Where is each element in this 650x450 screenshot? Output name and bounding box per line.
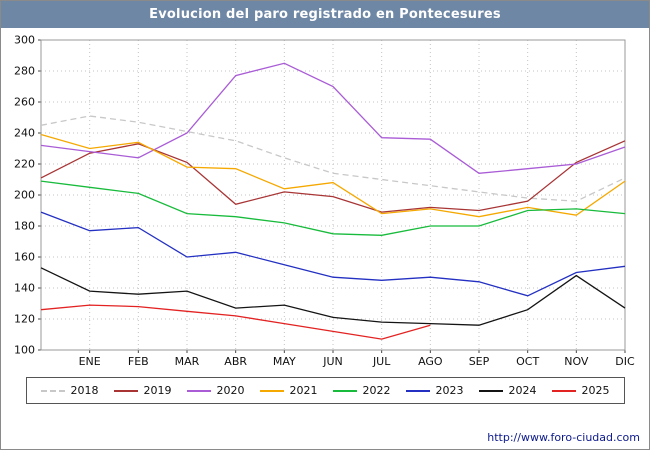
legend-item-2018: 2018 [40, 384, 99, 397]
legend-swatch-2020 [186, 389, 211, 392]
legend-item-2025: 2025 [551, 384, 610, 397]
x-tick-label: ENE [79, 355, 101, 368]
legend: 2018 2019 2020 2021 2022 2023 2024 2025 [25, 377, 625, 404]
legend-swatch-2022 [332, 389, 357, 392]
x-tick-label: NOV [564, 355, 589, 368]
y-tick-label: 100 [14, 344, 35, 357]
x-tick-label: SEP [469, 355, 490, 368]
y-tick-label: 160 [14, 251, 35, 264]
legend-item-2022: 2022 [332, 384, 391, 397]
x-tick-label: OCT [516, 355, 539, 368]
line-chart-svg: 100 120 140 160 180 200 220 240 260 280 300 ENE FEB M… [14, 34, 635, 369]
series-line-2018 [40, 115, 626, 202]
legend-swatch-2025 [551, 389, 576, 392]
series-line-2022 [40, 180, 626, 236]
chart-title-bar: Evolucion del paro registrado en Pontece… [1, 1, 649, 28]
legend-item-2021: 2021 [259, 384, 318, 397]
legend-item-2020: 2020 [186, 384, 245, 397]
chart-area: 100 120 140 160 180 200 220 240 260 280 300 ENE FEB M… [1, 28, 649, 374]
legend-item-2024: 2024 [478, 384, 537, 397]
y-tick-label: 220 [14, 158, 35, 171]
y-tick-label: 300 [14, 34, 35, 47]
series-line-2023 [40, 211, 626, 297]
y-tick-label: 280 [14, 65, 35, 78]
y-tick-label: 260 [14, 96, 35, 109]
legend-swatch-2019 [113, 389, 138, 392]
x-tick-label: JUN [322, 355, 343, 368]
legend-swatch-2023 [405, 389, 430, 392]
series-line-2021 [40, 133, 626, 218]
legend-swatch-2021 [259, 389, 284, 392]
y-tick-label: 200 [14, 189, 35, 202]
legend-label: 2025 [581, 384, 610, 397]
series-line-2024 [40, 267, 626, 326]
foro-ciudad-link[interactable]: http://www.foro-ciudad.com [487, 431, 640, 444]
legend-label: 2020 [216, 384, 245, 397]
x-tick-label: JUL [372, 355, 391, 368]
y-tick-label: 120 [14, 313, 35, 326]
footer: http://www.foro-ciudad.com [487, 431, 640, 444]
y-tick-label: 140 [14, 282, 35, 295]
y-tick-label: 240 [14, 127, 35, 140]
plot-border [40, 39, 626, 351]
x-tick-label: MAR [175, 355, 200, 368]
legend-item-2019: 2019 [113, 384, 172, 397]
chart-title: Evolucion del paro registrado en Pontece… [149, 7, 501, 22]
x-tick-label: DIC [615, 355, 635, 368]
series-line-2019 [40, 140, 626, 213]
legend-wrap: 2018 2019 2020 2021 2022 2023 2024 2025 [1, 377, 649, 404]
x-tick-label: ABR [224, 355, 247, 368]
legend-label: 2024 [508, 384, 537, 397]
legend-label: 2018 [70, 384, 99, 397]
legend-item-2023: 2023 [405, 384, 464, 397]
legend-label: 2021 [289, 384, 318, 397]
x-tick-label: FEB [128, 355, 149, 368]
legend-swatch-2024 [478, 389, 503, 392]
y-tick-label: 180 [14, 220, 35, 233]
series-line-2025 [40, 304, 431, 340]
x-tick-label: MAY [273, 355, 296, 368]
series-line-2020 [40, 62, 626, 174]
legend-label: 2019 [143, 384, 172, 397]
legend-label: 2022 [362, 384, 391, 397]
legend-label: 2023 [435, 384, 464, 397]
legend-swatch-2018 [40, 389, 65, 392]
x-tick-label: AGO [418, 355, 443, 368]
